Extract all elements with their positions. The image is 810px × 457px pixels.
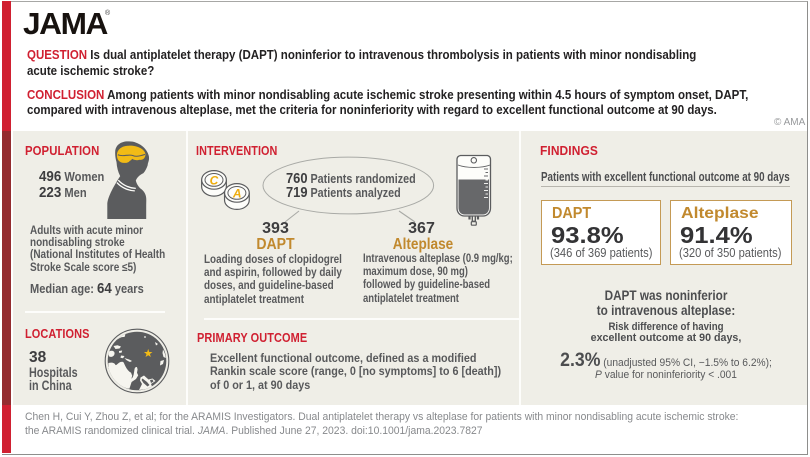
svg-text:C: C — [210, 173, 219, 187]
svg-text:A: A — [232, 186, 242, 200]
